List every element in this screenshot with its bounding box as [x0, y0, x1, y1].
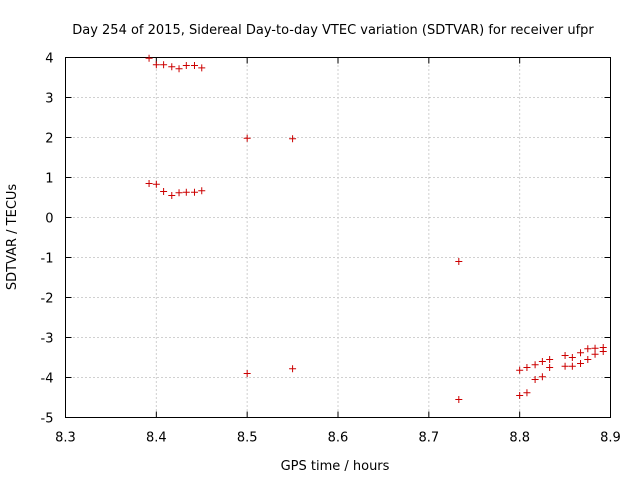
data-point: [546, 356, 554, 363]
data-point: [145, 54, 153, 62]
data-point: [561, 362, 569, 370]
data-point: [538, 358, 546, 365]
data-point: [160, 188, 168, 195]
data-point: [538, 373, 546, 381]
x-tick-label: 8.6: [328, 431, 349, 446]
y-tick-label: 2: [45, 132, 53, 147]
y-tick-label: -3: [41, 332, 54, 347]
data-point: [190, 62, 198, 69]
data-point: [531, 361, 539, 369]
data-point: [168, 63, 176, 71]
x-axis-ticks: 8.3 8.4 8.5 8.6 8.7 8.8 8.9: [55, 57, 621, 446]
data-point: [145, 180, 153, 187]
data-point: [198, 187, 206, 195]
y-tick-label: -5: [41, 412, 54, 427]
chart-title: Day 254 of 2015, Sidereal Day-to-day VTE…: [72, 23, 594, 38]
y-tick-label: -2: [41, 292, 54, 307]
y-tick-label: -1: [41, 252, 54, 267]
data-point: [289, 365, 297, 373]
y-tick-label: 0: [45, 212, 53, 227]
y-tick-label: 3: [45, 92, 53, 107]
x-tick-label: 8.7: [418, 431, 439, 446]
data-point: [455, 258, 463, 265]
data-point: [516, 366, 524, 374]
data-point: [175, 189, 183, 197]
data-point: [523, 389, 531, 397]
data-point: [591, 350, 599, 358]
plot-frame: [65, 57, 611, 418]
data-point: [455, 396, 463, 403]
data-point: [546, 364, 554, 371]
data-point: [190, 188, 198, 196]
data-point: [243, 370, 251, 377]
data-series: [145, 54, 607, 403]
data-point: [289, 135, 297, 143]
data-point: [175, 65, 183, 73]
x-tick-label: 8.3: [55, 431, 76, 446]
data-point: [599, 348, 607, 355]
data-point: [584, 356, 592, 363]
y-tick-label: 1: [45, 172, 53, 187]
data-point: [561, 352, 569, 359]
y-axis-ticks: 4 3 2 1 0 -1 -2 -3 -4 -5: [41, 52, 611, 427]
data-point: [168, 192, 176, 199]
data-point: [591, 344, 599, 352]
data-point: [523, 364, 531, 371]
data-point: [198, 64, 206, 72]
data-point: [243, 134, 251, 142]
data-point: [568, 354, 576, 361]
data-point: [531, 376, 539, 383]
x-tick-label: 8.9: [600, 431, 621, 446]
data-point: [152, 180, 160, 188]
data-point: [568, 362, 576, 370]
data-point: [152, 61, 160, 69]
y-axis-label: SDTVAR / TECUs: [5, 184, 20, 291]
y-tick-label: 4: [45, 52, 53, 67]
x-tick-label: 8.5: [237, 431, 258, 446]
grid: [65, 57, 611, 418]
data-point: [584, 345, 592, 353]
data-point: [182, 188, 190, 196]
x-tick-label: 8.4: [146, 431, 167, 446]
data-point: [577, 360, 585, 367]
data-point: [160, 61, 168, 69]
x-tick-label: 8.8: [509, 431, 530, 446]
data-point: [182, 62, 190, 69]
x-axis-label: GPS time / hours: [281, 459, 390, 474]
data-point: [516, 392, 524, 399]
y-tick-label: -4: [41, 372, 54, 387]
data-point: [577, 349, 585, 357]
